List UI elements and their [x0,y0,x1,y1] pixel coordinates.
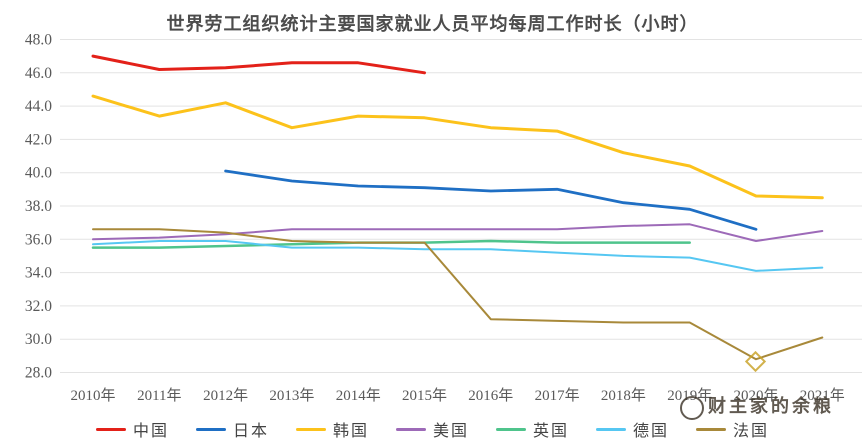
x-tick-label: 2020年 [733,387,778,404]
legend-item: 日本 [195,417,269,441]
x-tick-label: 2021年 [800,387,845,404]
legend-swatch [696,427,727,431]
x-tick-label: 2010年 [70,387,115,404]
legend-swatch [95,427,126,431]
legend-label: 韩国 [332,423,369,440]
legend-label: 中国 [132,423,169,440]
series-line [92,228,824,361]
series-line [92,240,824,272]
series-line [92,223,824,242]
x-tick-label: 2016年 [468,387,513,404]
y-tick-label: 32.0 [25,298,52,315]
legend-label: 英国 [533,423,570,440]
legend-item: 韩国 [295,417,369,441]
series-line [91,94,824,200]
y-tick-label: 34.0 [25,265,52,282]
y-tick-label: 30.0 [25,331,52,348]
legend-item: 法国 [696,417,769,441]
series-line [91,54,426,75]
legend-label: 德国 [633,423,670,440]
y-tick-label: 48.0 [25,32,52,49]
y-tick-label: 28.0 [25,365,52,382]
series-line [224,169,758,231]
x-tick-label: 2018年 [601,387,646,404]
x-tick-label: 2019年 [667,387,712,404]
x-tick-label: 2017年 [535,387,580,404]
legend-item: 德国 [596,417,669,441]
legend-item: 美国 [395,417,469,441]
y-tick-label: 42.0 [25,131,52,148]
legend-label: 日本 [232,423,269,440]
legend-swatch [295,427,326,431]
y-tick-label: 36.0 [25,231,52,248]
y-tick-label: 44.0 [25,98,52,115]
x-tick-label: 2012年 [203,387,248,404]
y-tick-label: 46.0 [25,65,52,82]
x-tick-label: 2014年 [336,387,381,404]
legend-swatch [596,427,627,431]
legend-swatch [496,427,526,431]
legend-swatch [195,427,226,431]
legend-label: 美国 [432,423,469,440]
x-tick-label: 2015年 [402,387,447,404]
x-tick-label: 2011年 [137,387,181,404]
chart-legend: 中国 日本 韩国 美国 英国 德国 法国 [0,417,865,441]
legend-swatch [395,427,426,431]
legend-label: 法国 [733,423,770,440]
y-tick-label: 40.0 [25,165,52,182]
y-tick-label: 38.0 [25,198,52,215]
legend-item: 中国 [95,417,169,441]
x-tick-label: 2013年 [269,387,314,404]
chart-title: 世界劳工组织统计主要国家就业人员平均每周工作时长（小时） [166,14,699,34]
legend-item: 英国 [496,417,569,441]
